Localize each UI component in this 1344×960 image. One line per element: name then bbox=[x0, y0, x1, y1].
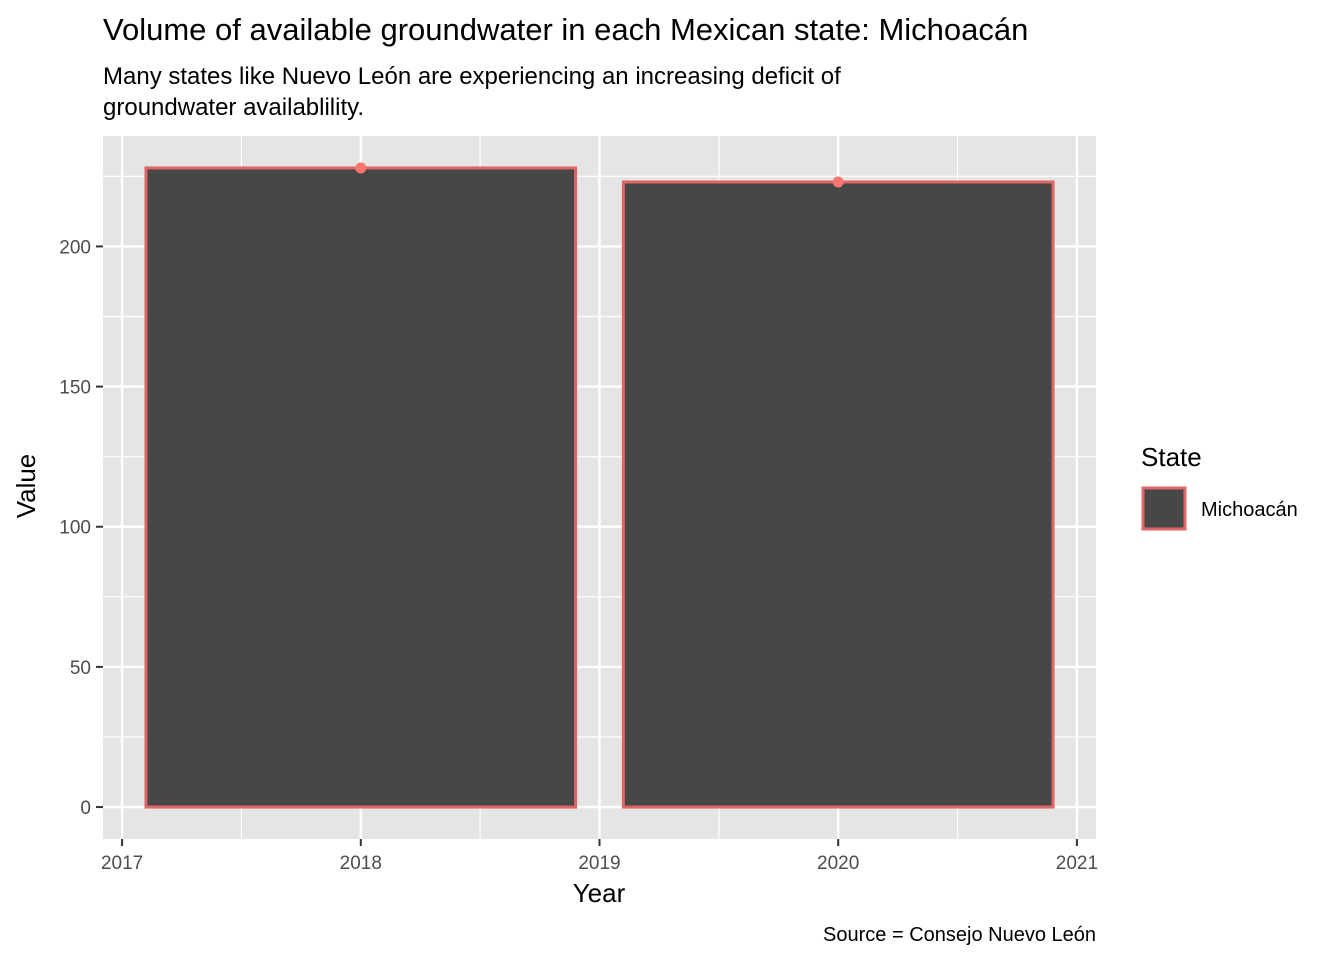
chart-subtitle-line-1: Many states like Nuevo León are experien… bbox=[103, 63, 841, 90]
y-tick-label-0: 0 bbox=[80, 798, 91, 819]
bar-2020 bbox=[621, 180, 1055, 809]
legend-title: State bbox=[1141, 442, 1202, 472]
legend-key-michoacan bbox=[1141, 486, 1187, 531]
x-tick-label-2019: 2019 bbox=[578, 853, 620, 874]
chart-title: Volume of available groundwater in each … bbox=[103, 12, 1028, 47]
y-tick-label-100: 100 bbox=[59, 518, 91, 539]
x-axis-label: Year bbox=[573, 878, 626, 908]
x-tick-label-2017: 2017 bbox=[101, 853, 143, 874]
legend: State Michoacán bbox=[1141, 442, 1298, 531]
bar-2018 bbox=[144, 166, 578, 809]
plot-area: 2017 2018 2019 2020 2021 0 50 100 150 200 bbox=[59, 136, 1098, 874]
y-tick-label-150: 150 bbox=[59, 378, 91, 399]
x-tick-label-2020: 2020 bbox=[817, 853, 859, 874]
chart-subtitle-line-2: groundwater availablility. bbox=[103, 94, 364, 121]
x-tick-label-2018: 2018 bbox=[340, 853, 382, 874]
point-2018 bbox=[355, 162, 367, 174]
legend-label-michoacan: Michoacán bbox=[1201, 499, 1298, 521]
y-tick-label-200: 200 bbox=[59, 237, 91, 258]
y-tick-label-50: 50 bbox=[70, 658, 91, 679]
chart-caption: Source = Consejo Nuevo León bbox=[823, 924, 1096, 946]
point-2020 bbox=[832, 176, 844, 188]
y-axis-label: Value bbox=[11, 454, 41, 519]
x-tick-label-2021: 2021 bbox=[1056, 853, 1098, 874]
